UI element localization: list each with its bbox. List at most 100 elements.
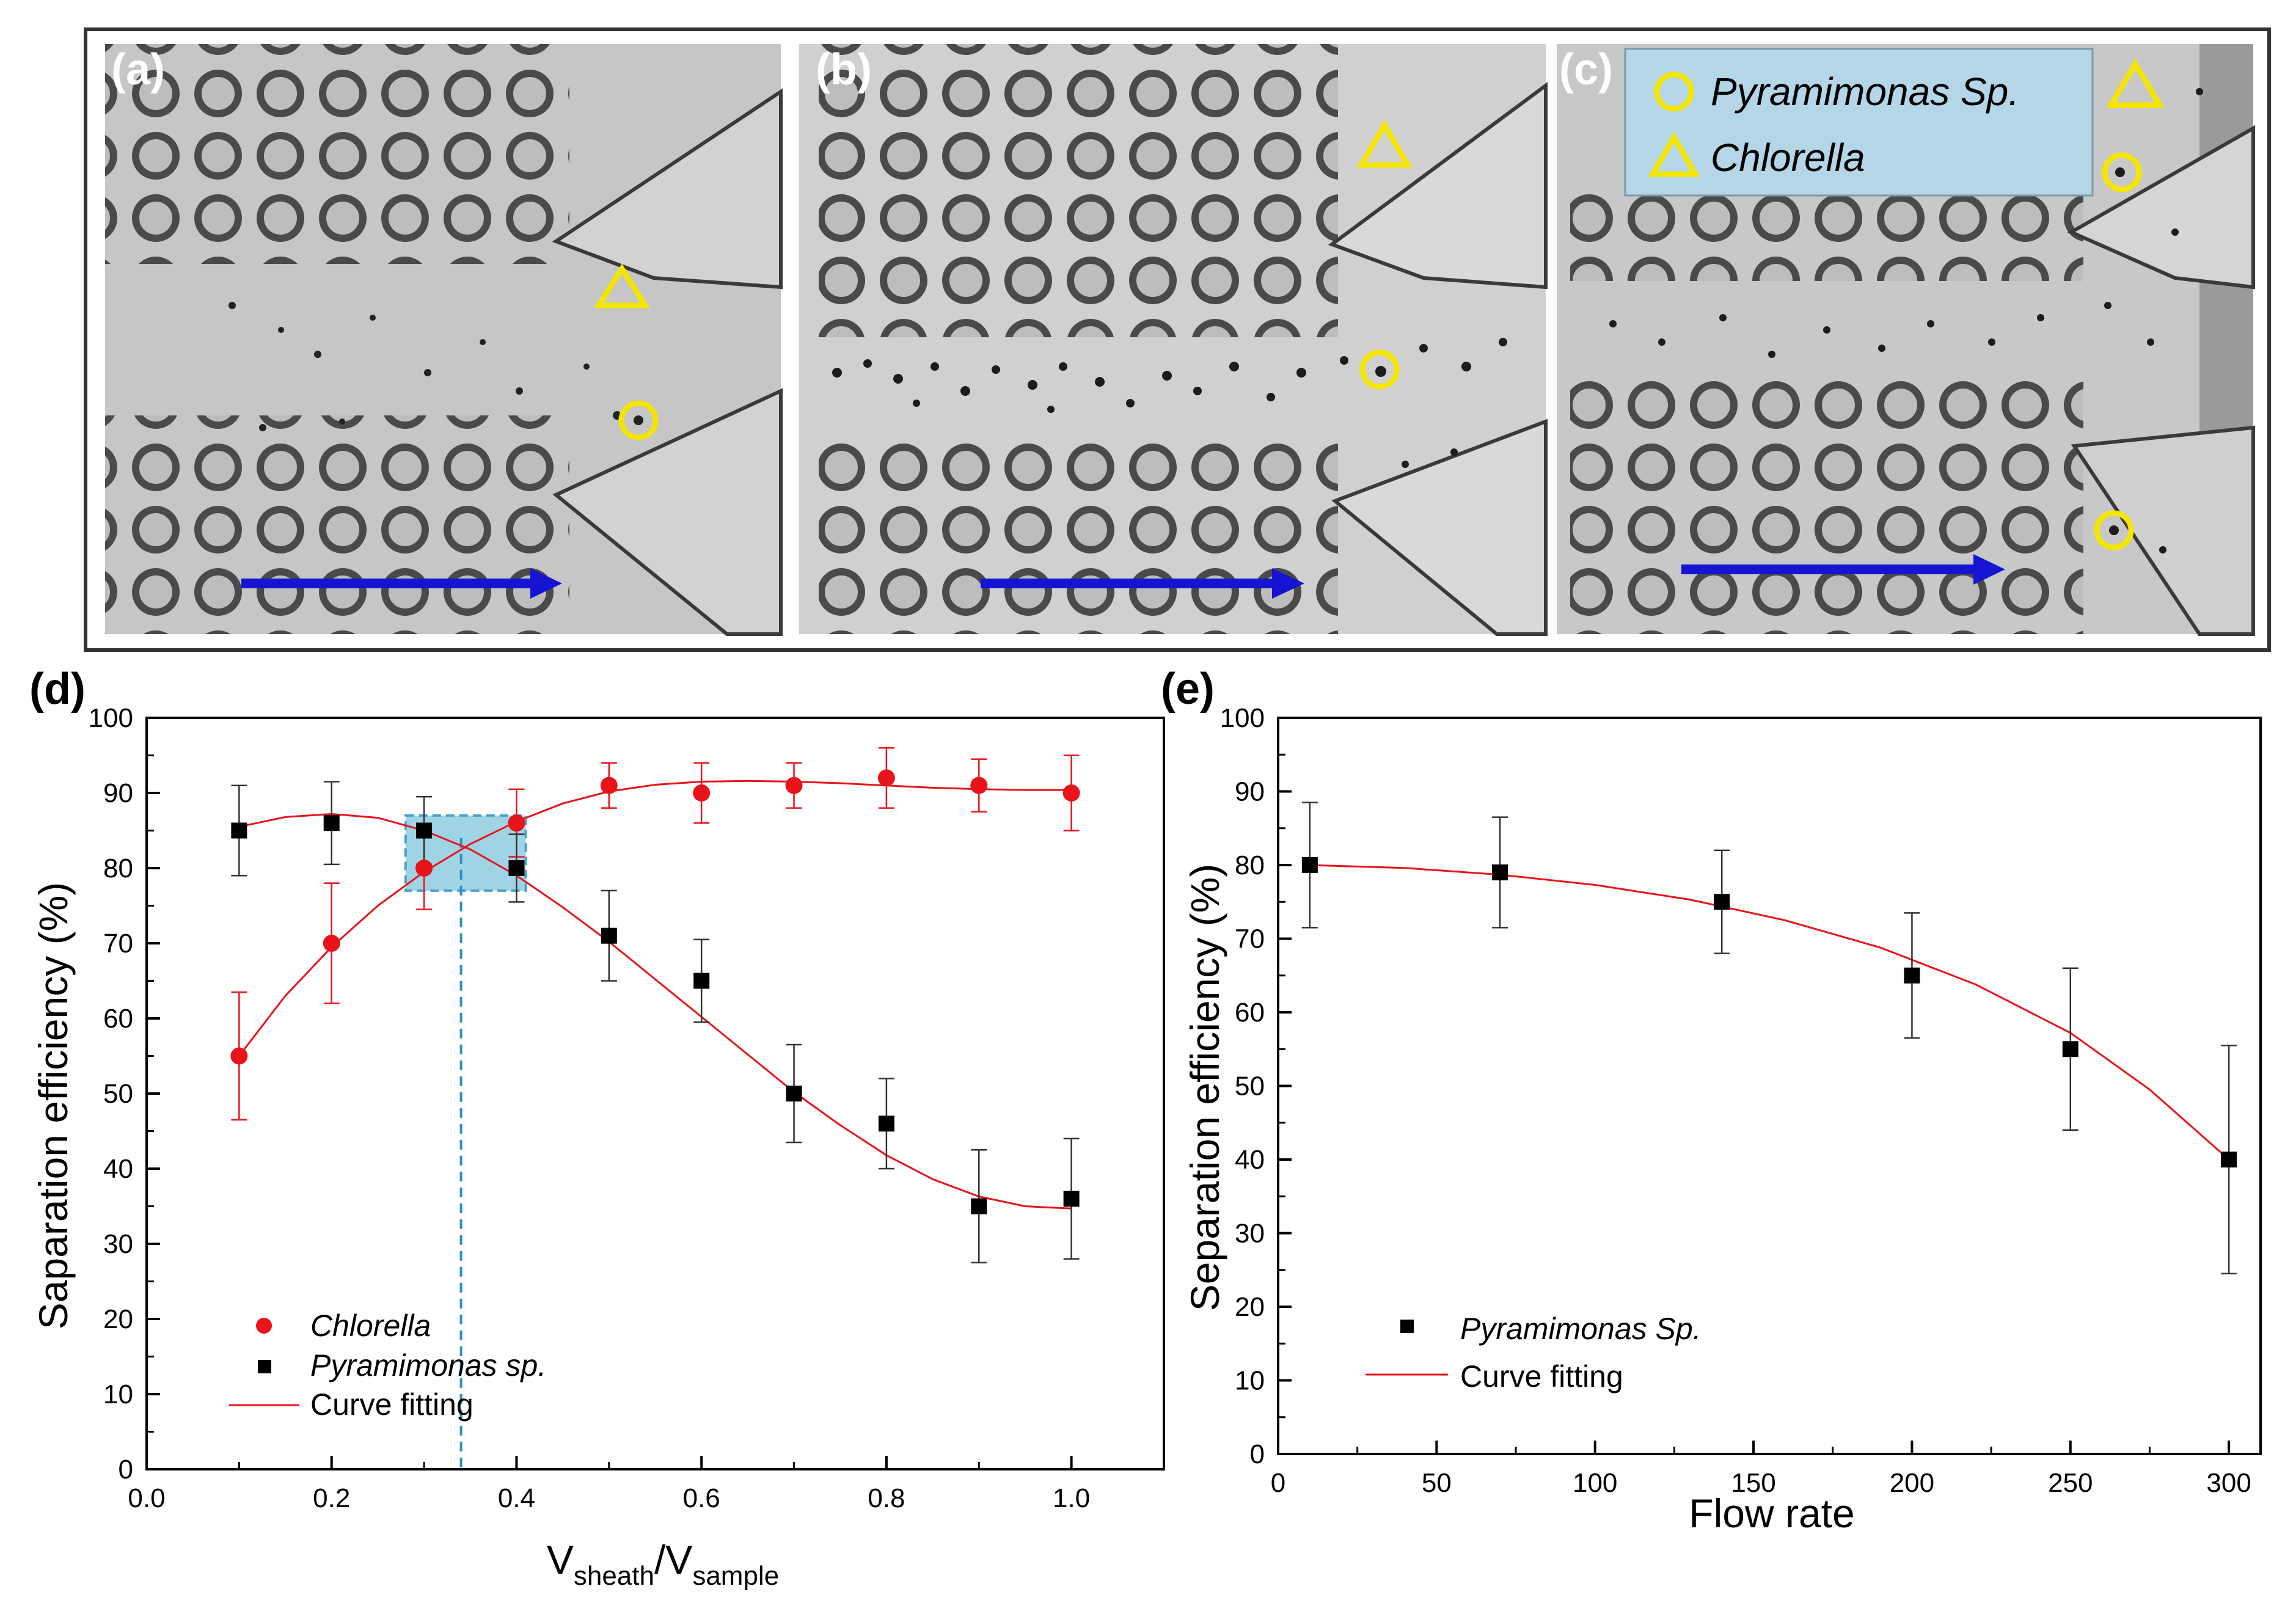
chart-e-y-axis-title: Separation efficiency (%) — [1182, 864, 1227, 1311]
chart-d: (d) 0.0 0.2 0.4 0.6 0.8 1.0 0 10 20 30 40 50 60 70 80… — [29, 665, 1165, 1591]
d-y-tick-label: 10 — [103, 1379, 133, 1409]
d-y-tick-label: 30 — [103, 1229, 133, 1259]
chart-d-x-axis-title: Vsheath/Vsample — [547, 1537, 779, 1591]
e-x-tick-label: 300 — [2206, 1468, 2251, 1498]
d-y-tick-label: 100 — [89, 703, 133, 733]
chart-e-legend-fit-label: Curve fitting — [1460, 1359, 1623, 1394]
e-x-tick-label: 250 — [2048, 1468, 2093, 1498]
photo-c-flow-arrow — [1681, 554, 2005, 585]
chart-e-fit-curves — [1309, 864, 2230, 1161]
chart-e-y-tick-labels: 0 10 20 30 40 50 60 70 80 90 100 — [1220, 703, 1265, 1469]
d-y-tick-label: 60 — [103, 1004, 133, 1034]
d-point-pyramimonas-sp — [601, 927, 617, 944]
d-point-chlorella — [230, 1047, 248, 1065]
e-point-pyramimonas-sp — [1904, 967, 1920, 984]
e-y-tick-label: 60 — [1235, 998, 1265, 1028]
d-point-chlorella — [323, 935, 340, 952]
e-point-pyramimonas-sp — [1301, 857, 1318, 873]
chart-e-plot-frame — [1277, 717, 2262, 1455]
photo-c-legend: Pyramimonas Sp. Chlorella — [1624, 48, 2094, 197]
e-y-tick-label: 100 — [1220, 703, 1265, 733]
d-x-tick-label: 0.0 — [128, 1483, 165, 1513]
d-y-tick-label: 20 — [103, 1304, 133, 1334]
d-point-pyramimonas-sp — [971, 1198, 987, 1215]
photo-c-triangle-marker — [2106, 59, 2165, 108]
chart-d-y-axis-title: Saparation efficiency (%) — [31, 882, 76, 1329]
photo-a-flow-arrow — [241, 568, 562, 599]
d-point-chlorella — [508, 814, 525, 832]
chart-d-legend-chlorella-marker — [256, 1318, 272, 1334]
legend-circle-label: Pyramimonas Sp. — [1711, 70, 2019, 114]
chart-e: (e) 0 50 100 150 200 250 300 0 10 20 30 40 50 60 70 80… — [1161, 665, 2262, 1536]
d-point-pyramimonas-sp — [693, 973, 710, 989]
photo-b-flow-arrow — [981, 568, 1304, 599]
e-y-tick-label: 90 — [1235, 777, 1265, 807]
d-point-pyramimonas-sp — [786, 1086, 802, 1101]
photo-c-pillars-bottom — [1570, 376, 2083, 634]
d-fit-curve-chlorella — [238, 780, 1072, 1057]
photo-a-lower-outlet — [552, 388, 783, 636]
photo-c: Pyramimonas Sp. Chlorella (c) — [1557, 44, 2255, 636]
photo-a: (a) — [105, 44, 783, 636]
e-x-tick-label: 100 — [1573, 1468, 1617, 1498]
photo-c-circle-marker — [2102, 152, 2142, 192]
e-x-tick-label: 200 — [1890, 1468, 1934, 1498]
e-y-tick-label: 0 — [1250, 1439, 1265, 1469]
d-y-tick-label: 0 — [119, 1455, 133, 1485]
chart-d-legend-pyramimonas-label: Pyramimonas sp. — [310, 1348, 546, 1383]
photo-b-pillars-bottom — [819, 443, 1338, 634]
photo-a-circle-marker — [618, 400, 659, 440]
photo-a-pillars-top — [105, 44, 569, 264]
chart-d-error-bars — [231, 747, 1080, 1263]
chart-d-x-tick-labels: 0.0 0.2 0.4 0.6 0.8 1.0 — [128, 1483, 1090, 1513]
d-point-chlorella — [970, 776, 988, 794]
chart-d-panel-label: (d) — [29, 665, 86, 714]
e-fit-curve-pyramimonas-sp — [1309, 864, 2230, 1161]
d-fit-curve-pyramimonas-sp — [239, 813, 1072, 1210]
chart-d-ticks — [145, 717, 1073, 1470]
photo-legend-box — [1624, 48, 2094, 197]
chart-d-x-title-main: V — [547, 1537, 574, 1582]
photo-a-label: (a) — [111, 45, 165, 94]
chart-e-error-bars — [1301, 802, 2237, 1275]
e-y-tick-label: 20 — [1235, 1292, 1265, 1322]
e-y-tick-label: 80 — [1235, 850, 1265, 880]
chart-d-plot-frame — [145, 717, 1165, 1470]
d-x-tick-label: 0.4 — [498, 1483, 535, 1513]
d-point-chlorella — [1062, 784, 1080, 802]
photo-c-upper-outlet — [2067, 125, 2255, 290]
chart-d-legend-pyramimonas-marker — [258, 1360, 271, 1373]
legend-circle-icon — [1654, 71, 1694, 112]
d-y-tick-label: 90 — [103, 778, 133, 808]
e-x-tick-label: 50 — [1422, 1468, 1452, 1498]
chart-e-legend-pyramimonas-label: Pyramimonas Sp. — [1460, 1312, 1702, 1346]
chart-d-x-title-sub2: sample — [692, 1561, 779, 1591]
photo-strip: (a) (b) — [84, 27, 2271, 652]
d-y-tick-label: 50 — [103, 1079, 133, 1109]
photo-a-cells — [229, 302, 643, 431]
photo-c-cells — [1609, 88, 2203, 553]
e-x-tick-label: 0 — [1271, 1468, 1285, 1498]
e-point-pyramimonas-sp — [2062, 1041, 2078, 1058]
chart-e-x-tick-labels: 0 50 100 150 200 250 300 — [1271, 1468, 2251, 1498]
chart-d-legend: Chlorella Pyramimonas sp. Curve fitting — [229, 1309, 546, 1422]
d-point-chlorella — [877, 769, 895, 787]
d-x-tick-label: 0.8 — [868, 1483, 905, 1513]
legend-triangle-label: Chlorella — [1711, 136, 1865, 180]
photo-b-triangle-marker — [1356, 120, 1413, 168]
chart-e-legend-pyramimonas-marker — [1400, 1320, 1414, 1333]
d-point-pyramimonas-sp — [1063, 1191, 1080, 1207]
photo-b-lower-outlet — [1331, 418, 1548, 636]
d-point-chlorella — [693, 784, 711, 802]
e-point-pyramimonas-sp — [1492, 864, 1508, 881]
photo-c-lower-outlet — [2071, 425, 2255, 636]
photo-b-circle-marker — [1359, 349, 1400, 390]
e-y-tick-label: 10 — [1235, 1366, 1265, 1396]
d-point-chlorella — [785, 776, 803, 794]
photo-a-pillars-bottom — [105, 415, 569, 634]
d-x-tick-label: 0.2 — [313, 1483, 350, 1513]
chart-e-legend: Pyramimonas Sp. Curve fitting — [1366, 1312, 1702, 1394]
chart-d-x-title-sub1: sheath — [574, 1561, 654, 1591]
e-x-tick-label: 150 — [1731, 1468, 1775, 1498]
